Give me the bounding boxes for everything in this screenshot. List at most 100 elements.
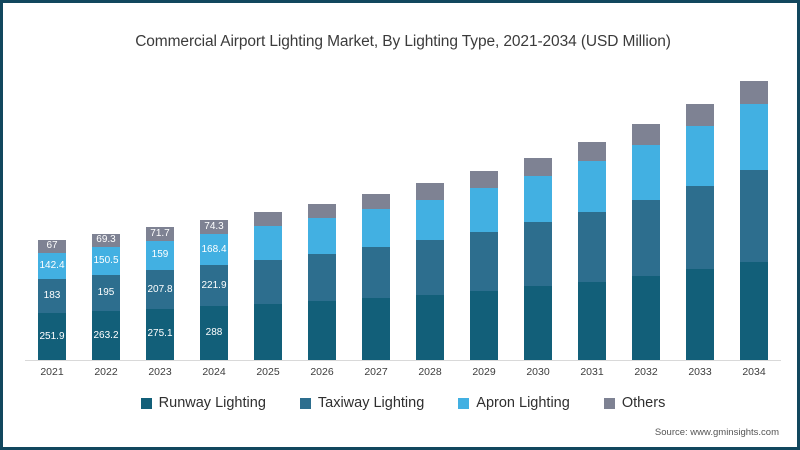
bar-segment-taxiway-lighting[interactable] <box>578 211 606 282</box>
legend-swatch-icon <box>299 397 311 409</box>
legend-item-others[interactable]: Others <box>603 395 665 411</box>
bar-segment-runway-lighting[interactable] <box>416 294 444 360</box>
stacked-bar[interactable]: 275.1 207.8 159 71.7 <box>146 227 174 360</box>
bar-segment-others[interactable] <box>578 142 606 162</box>
bar-segment-apron-lighting[interactable] <box>254 226 282 260</box>
legend-item-taxiway-lighting[interactable]: Taxiway Lighting <box>299 395 424 411</box>
bar-group[interactable] <box>295 81 349 360</box>
bar-segment-others[interactable]: 69.3 <box>92 233 120 247</box>
bar-segment-runway-lighting[interactable]: 263.2 <box>92 311 120 360</box>
bar-segment-runway-lighting[interactable] <box>470 290 498 360</box>
bar-segment-value-label: 183 <box>43 290 61 302</box>
bar-segment-apron-lighting[interactable] <box>470 188 498 232</box>
bar-segment-taxiway-lighting[interactable] <box>416 239 444 295</box>
legend-item-apron-lighting[interactable]: Apron Lighting <box>458 395 570 411</box>
bar-segment-value-label: 150.5 <box>93 254 119 266</box>
stacked-bar[interactable] <box>362 193 390 360</box>
bar-segment-taxiway-lighting[interactable] <box>470 231 498 291</box>
x-tick-2027: 2027 <box>364 366 388 378</box>
bar-segment-apron-lighting[interactable] <box>632 144 660 200</box>
bar-segment-others[interactable] <box>632 124 660 145</box>
bar-segment-others[interactable] <box>470 171 498 189</box>
bar-segment-taxiway-lighting[interactable] <box>254 259 282 304</box>
stacked-bar[interactable] <box>416 183 444 360</box>
bar-segment-others[interactable] <box>362 193 390 210</box>
bar-segment-runway-lighting[interactable] <box>308 301 336 360</box>
bar-segment-apron-lighting[interactable]: 142.4 <box>38 252 66 280</box>
bar-segment-runway-lighting[interactable]: 288 <box>200 306 228 360</box>
bar-segment-others[interactable] <box>524 157 552 176</box>
bar-segment-apron-lighting[interactable]: 150.5 <box>92 246 120 275</box>
bar-segment-runway-lighting[interactable] <box>686 269 714 360</box>
bar-segment-apron-lighting[interactable] <box>416 199 444 240</box>
chart-legend: Runway Lighting Taxiway Lighting Apron Lig… <box>3 395 797 411</box>
legend-label: Runway Lighting <box>158 395 266 411</box>
bar-group[interactable] <box>673 81 727 360</box>
bar-group[interactable]: 251.9 183 142.4 67 <box>25 81 79 360</box>
bar-segment-taxiway-lighting[interactable] <box>524 222 552 287</box>
chart-canvas: Commercial Airport Lighting Market, By L… <box>3 3 797 447</box>
bar-segment-others[interactable] <box>308 203 336 219</box>
bar-group[interactable] <box>349 81 403 360</box>
bar-segment-taxiway-lighting[interactable] <box>308 253 336 302</box>
bar-group[interactable] <box>511 81 565 360</box>
bar-segment-runway-lighting[interactable]: 275.1 <box>146 308 174 360</box>
bar-group[interactable]: 288 221.9 168.4 74.3 <box>187 81 241 360</box>
stacked-bar[interactable]: 251.9 183 142.4 67 <box>38 240 66 360</box>
bar-segment-others[interactable] <box>740 81 768 105</box>
x-tick-2030: 2030 <box>526 366 550 378</box>
bar-group[interactable]: 263.2 195 150.5 69.3 <box>79 81 133 360</box>
bar-segment-runway-lighting[interactable]: 251.9 <box>38 313 66 360</box>
bar-segment-others[interactable]: 74.3 <box>200 220 228 234</box>
legend-item-runway-lighting[interactable]: Runway Lighting <box>140 395 266 411</box>
bar-segment-taxiway-lighting[interactable] <box>740 170 768 262</box>
bar-group[interactable] <box>457 81 511 360</box>
bar-segment-apron-lighting[interactable] <box>686 125 714 186</box>
bar-segment-runway-lighting[interactable] <box>740 261 768 360</box>
bar-segment-taxiway-lighting[interactable]: 207.8 <box>146 270 174 309</box>
bar-segment-others[interactable] <box>416 183 444 200</box>
bar-segment-taxiway-lighting[interactable]: 195 <box>92 274 120 312</box>
bar-group[interactable]: 275.1 207.8 159 71.7 <box>133 81 187 360</box>
bar-segment-taxiway-lighting[interactable] <box>686 185 714 270</box>
stacked-bar[interactable] <box>632 124 660 360</box>
bar-group[interactable] <box>619 81 673 360</box>
bar-segment-others[interactable] <box>254 212 282 227</box>
bar-segment-taxiway-lighting[interactable] <box>632 199 660 276</box>
bar-segment-apron-lighting[interactable] <box>362 209 390 248</box>
bar-segment-runway-lighting[interactable] <box>632 275 660 360</box>
stacked-bar[interactable] <box>524 157 552 360</box>
bar-segment-apron-lighting[interactable]: 168.4 <box>200 233 228 266</box>
x-tick-2021: 2021 <box>40 366 64 378</box>
bar-segment-taxiway-lighting[interactable]: 221.9 <box>200 265 228 307</box>
bar-segment-value-label: 221.9 <box>201 279 227 291</box>
bar-segment-apron-lighting[interactable] <box>578 161 606 212</box>
bar-segment-apron-lighting[interactable] <box>740 104 768 171</box>
x-tick-2023: 2023 <box>148 366 172 378</box>
bar-segment-others[interactable] <box>686 104 714 126</box>
stacked-bar[interactable] <box>740 81 768 360</box>
bar-segment-apron-lighting[interactable] <box>524 175 552 223</box>
stacked-bar[interactable] <box>254 212 282 360</box>
bar-segment-runway-lighting[interactable] <box>578 281 606 360</box>
stacked-bar[interactable]: 263.2 195 150.5 69.3 <box>92 233 120 360</box>
bar-segment-runway-lighting[interactable] <box>362 297 390 360</box>
stacked-bar[interactable]: 288 221.9 168.4 74.3 <box>200 220 228 360</box>
bar-group[interactable] <box>403 81 457 360</box>
bar-segment-apron-lighting[interactable] <box>308 218 336 254</box>
bar-segment-others[interactable]: 67 <box>38 240 66 253</box>
stacked-bar[interactable] <box>470 171 498 360</box>
bar-segment-taxiway-lighting[interactable]: 183 <box>38 279 66 314</box>
bar-segment-runway-lighting[interactable] <box>524 286 552 360</box>
bar-segment-others[interactable]: 71.7 <box>146 227 174 241</box>
bar-group[interactable] <box>565 81 619 360</box>
stacked-bar[interactable] <box>686 104 714 360</box>
bar-segment-taxiway-lighting[interactable] <box>362 247 390 298</box>
stacked-bar[interactable] <box>578 142 606 360</box>
bar-group[interactable] <box>727 81 781 360</box>
bar-segment-apron-lighting[interactable]: 159 <box>146 240 174 271</box>
bar-group[interactable] <box>241 81 295 360</box>
bar-segment-runway-lighting[interactable] <box>254 303 282 360</box>
bar-segment-value-label: 159 <box>151 249 169 261</box>
stacked-bar[interactable] <box>308 203 336 360</box>
